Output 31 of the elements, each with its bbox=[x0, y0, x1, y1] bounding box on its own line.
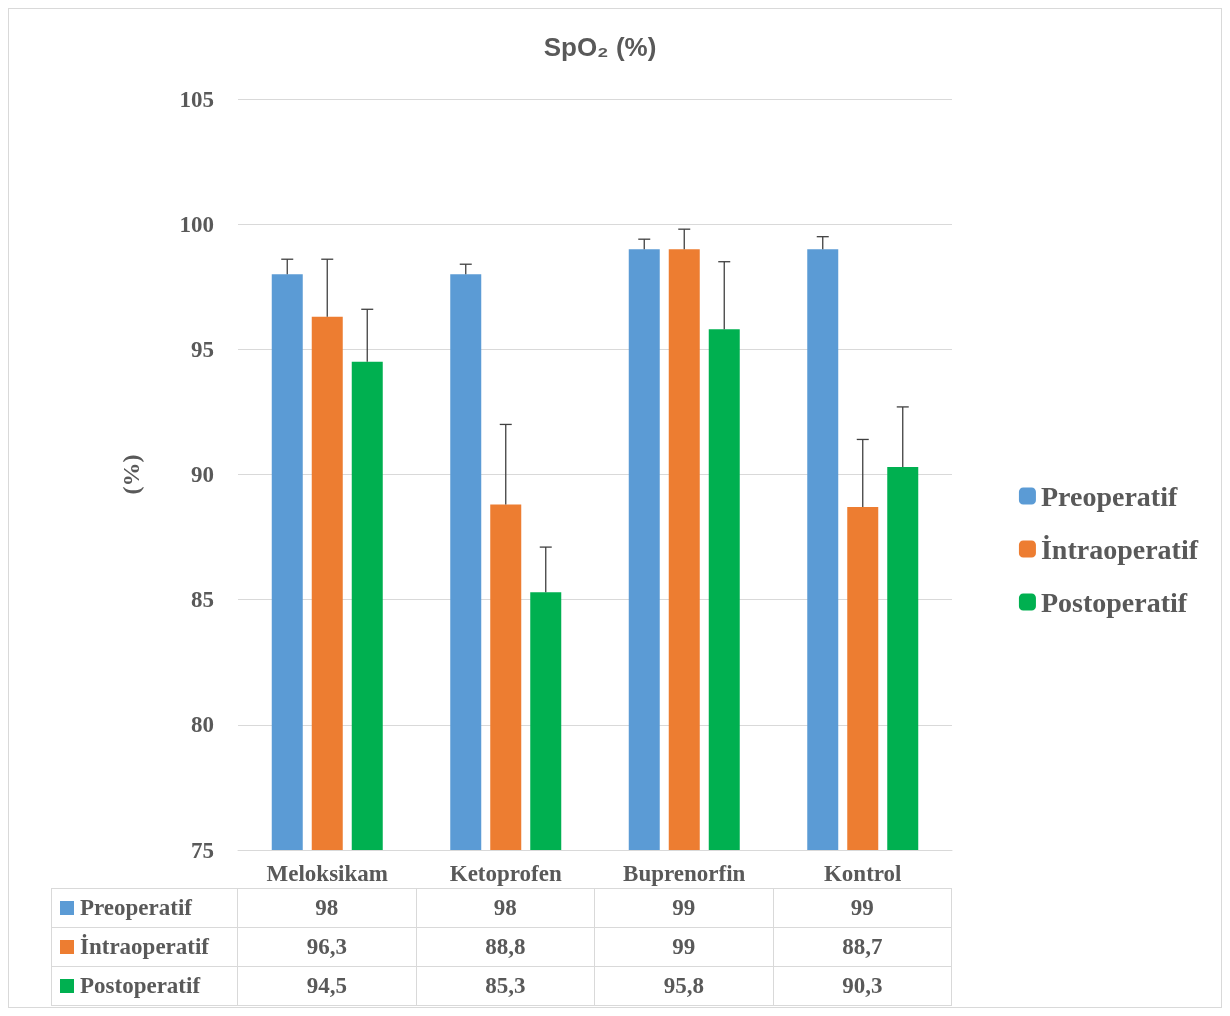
x-tick-label: Kontrol bbox=[823, 861, 902, 886]
x-tick-label: Meloksikam bbox=[266, 861, 388, 886]
legend-label: Preoperatif bbox=[80, 895, 192, 921]
data-label: 94,5 bbox=[238, 967, 417, 1005]
data-label: 98 bbox=[416, 889, 595, 927]
y-tick-label: 75 bbox=[191, 837, 214, 863]
data-label: 99 bbox=[595, 928, 774, 966]
data-label: 96,3 bbox=[238, 928, 417, 966]
y-axis-title: (%) bbox=[118, 454, 144, 495]
y-tick-label: 95 bbox=[191, 336, 214, 362]
x-tick-label: Buprenorfin bbox=[623, 861, 746, 886]
data-label: 88,7 bbox=[773, 928, 952, 966]
data-label: 99 bbox=[595, 889, 774, 927]
data-label: 85,3 bbox=[416, 967, 595, 1005]
y-tick-label: 105 bbox=[179, 86, 214, 112]
text: İntraoperatif bbox=[1040, 533, 1198, 565]
y-tick-label: 100 bbox=[179, 211, 214, 237]
x-tick-label: Ketoprofen bbox=[449, 861, 562, 886]
data-label: 99 bbox=[773, 889, 952, 927]
data-label: 90,3 bbox=[773, 967, 952, 1005]
text: Preoperatif bbox=[1040, 480, 1178, 512]
y-tick-label: 80 bbox=[191, 712, 214, 738]
text: Postoperatif bbox=[80, 973, 201, 998]
data-label: 98 bbox=[238, 889, 417, 927]
y-tick-label: 85 bbox=[191, 587, 214, 613]
chart-title: SpO₂ (%) bbox=[543, 32, 657, 62]
data-label: 88,8 bbox=[416, 928, 595, 966]
data-label: 95,8 bbox=[595, 967, 774, 1005]
legend-label: İntraoperatif bbox=[80, 934, 210, 960]
y-tick-label: 90 bbox=[191, 462, 214, 487]
legend-label: Postoperatif bbox=[1040, 586, 1188, 618]
